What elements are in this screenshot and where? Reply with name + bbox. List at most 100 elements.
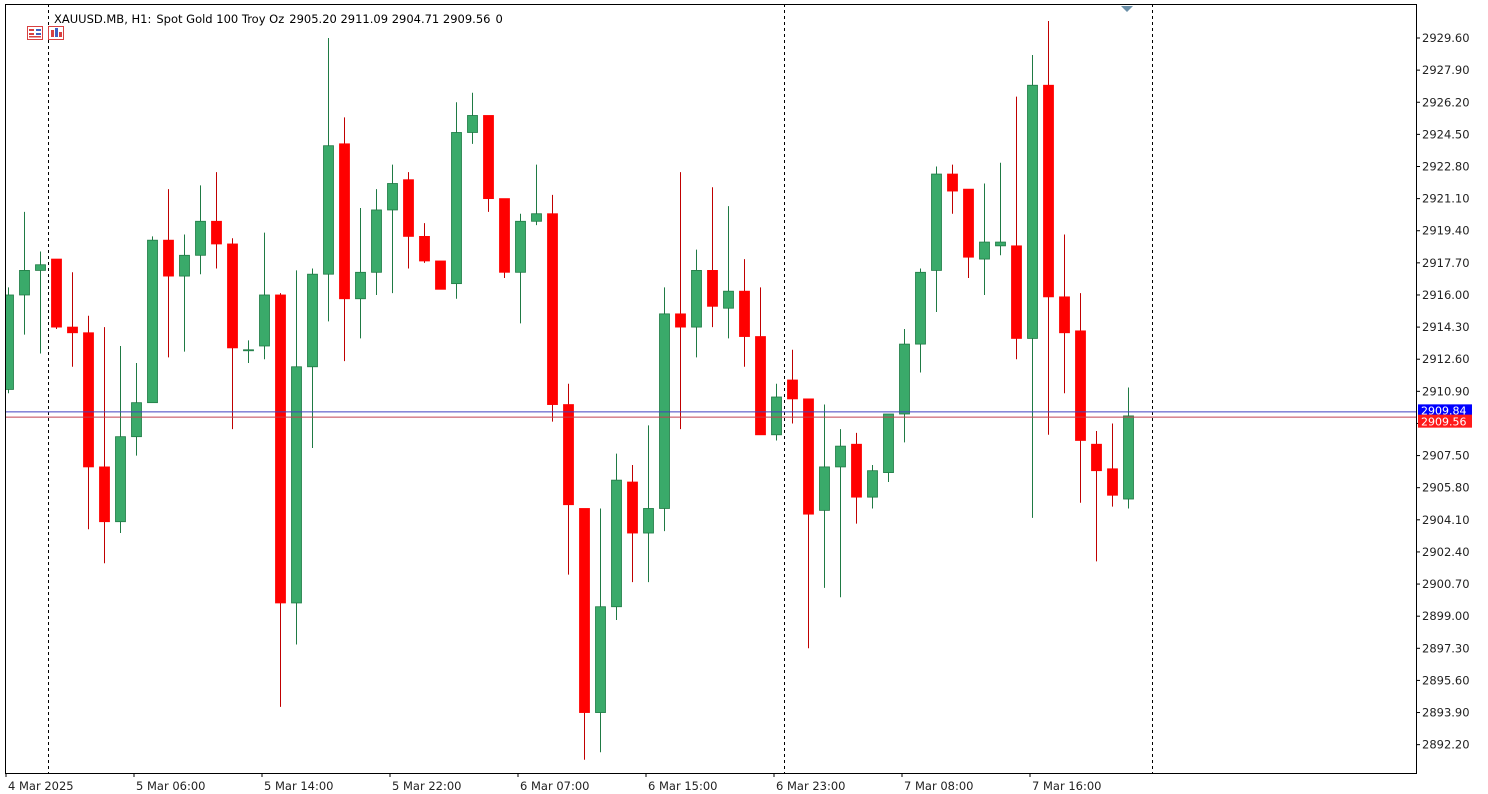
ohlc-values: 2905.20 2911.09 2904.71 2909.56 — [289, 12, 491, 26]
x-tick-label: 6 Mar 23:00 — [776, 779, 845, 793]
candle-body — [243, 349, 254, 352]
candle — [707, 187, 718, 328]
candle-body — [291, 366, 302, 604]
candle — [1043, 21, 1054, 435]
candle-body — [307, 273, 318, 368]
candle-body — [691, 270, 702, 328]
candle-body — [323, 145, 334, 275]
candle — [1107, 423, 1118, 507]
candle-body — [835, 445, 846, 468]
candle-body — [963, 188, 974, 258]
candle-body — [851, 443, 862, 498]
candle — [723, 206, 734, 339]
candle — [595, 508, 606, 753]
y-tick-label: 2900.70 — [1422, 577, 1470, 591]
candle-body — [1123, 415, 1134, 500]
candle-body — [547, 213, 558, 405]
candle — [19, 211, 30, 335]
candle — [899, 328, 910, 443]
x-tick-label: 4 Mar 2025 — [8, 779, 74, 793]
candle-body — [627, 481, 638, 534]
candle-body — [563, 404, 574, 506]
candle — [483, 115, 494, 212]
candle-body — [435, 260, 446, 290]
time-axis[interactable]: 4 Mar 2025 5 Mar 06:00 5 Mar 14:00 5 Mar 22… — [5, 773, 1101, 793]
x-tick-label: 7 Mar 16:00 — [1032, 779, 1101, 793]
candle — [291, 270, 302, 645]
candle — [979, 183, 990, 295]
candle-body — [579, 508, 590, 713]
y-tick-label: 2905.80 — [1422, 481, 1470, 495]
candle-body — [819, 466, 830, 511]
candle-body — [643, 508, 654, 534]
candle — [371, 189, 382, 295]
chart-window-icon[interactable] — [12, 12, 43, 40]
candle — [803, 398, 814, 649]
indicator-window-icon[interactable] — [33, 12, 64, 40]
candle-body — [499, 198, 510, 273]
candle-body — [403, 179, 414, 237]
candle — [755, 287, 766, 436]
candle-body — [883, 413, 894, 473]
candle-body — [915, 271, 926, 345]
candle-body — [931, 173, 942, 271]
candle — [323, 38, 334, 322]
x-tick-label: 7 Mar 08:00 — [904, 779, 973, 793]
candle-body — [1091, 443, 1102, 472]
candle — [435, 260, 446, 290]
y-tick-label: 2922.80 — [1422, 159, 1470, 173]
candle — [163, 189, 174, 358]
candle — [627, 465, 638, 583]
candle-body — [5, 294, 14, 390]
scroll-marker-icon[interactable] — [1121, 6, 1133, 12]
candle — [115, 345, 126, 534]
candle-body — [1027, 84, 1038, 339]
candle-body — [675, 313, 686, 328]
candle — [1027, 55, 1038, 518]
candle-body — [67, 326, 78, 334]
y-tick-label: 2914.30 — [1422, 320, 1470, 334]
candle-body — [51, 258, 62, 328]
price-axis[interactable]: 2929.60 2927.90 2926.20 2924.50 2922.80 2921.… — [1416, 31, 1470, 752]
candle-body — [1043, 84, 1054, 298]
candle-body — [387, 183, 398, 211]
y-tick-label: 2892.20 — [1422, 738, 1470, 752]
y-tick-label: 2904.10 — [1422, 513, 1470, 527]
chart-header: XAUUSD.MB, H1: Spot Gold 100 Troy Oz 290… — [12, 10, 503, 40]
candle — [419, 223, 430, 263]
candle-body — [259, 294, 270, 347]
x-tick-label: 6 Mar 15:00 — [648, 779, 717, 793]
candle-body — [899, 343, 910, 415]
candle — [947, 164, 958, 214]
x-tick-label: 5 Mar 14:00 — [264, 779, 333, 793]
candle — [963, 188, 974, 278]
y-tick-label: 2907.50 — [1422, 449, 1470, 463]
y-tick-label: 2897.30 — [1422, 641, 1470, 655]
period-separators — [48, 4, 1153, 773]
candle-body — [611, 479, 622, 608]
candle — [995, 162, 1006, 256]
y-tick-label: 2912.60 — [1422, 352, 1470, 366]
candle-body — [531, 213, 542, 222]
candle — [531, 164, 542, 226]
candle — [851, 432, 862, 524]
ask-price-label-bg — [1418, 404, 1472, 417]
candle-body — [19, 270, 30, 296]
candle — [675, 172, 686, 430]
candle-body — [227, 243, 238, 349]
candle — [611, 453, 622, 620]
candle-body — [787, 379, 798, 400]
candle — [499, 198, 510, 278]
bid-price-label: 2909.56 — [1421, 416, 1467, 429]
candle — [883, 413, 894, 483]
candle — [691, 249, 702, 358]
candle — [1091, 431, 1102, 562]
candle-body — [979, 241, 990, 260]
candle-body — [995, 241, 1006, 247]
candle — [915, 268, 926, 373]
candle — [547, 194, 558, 422]
candle — [1011, 96, 1022, 360]
price-lines — [5, 411, 1416, 418]
candle-body — [515, 220, 526, 273]
